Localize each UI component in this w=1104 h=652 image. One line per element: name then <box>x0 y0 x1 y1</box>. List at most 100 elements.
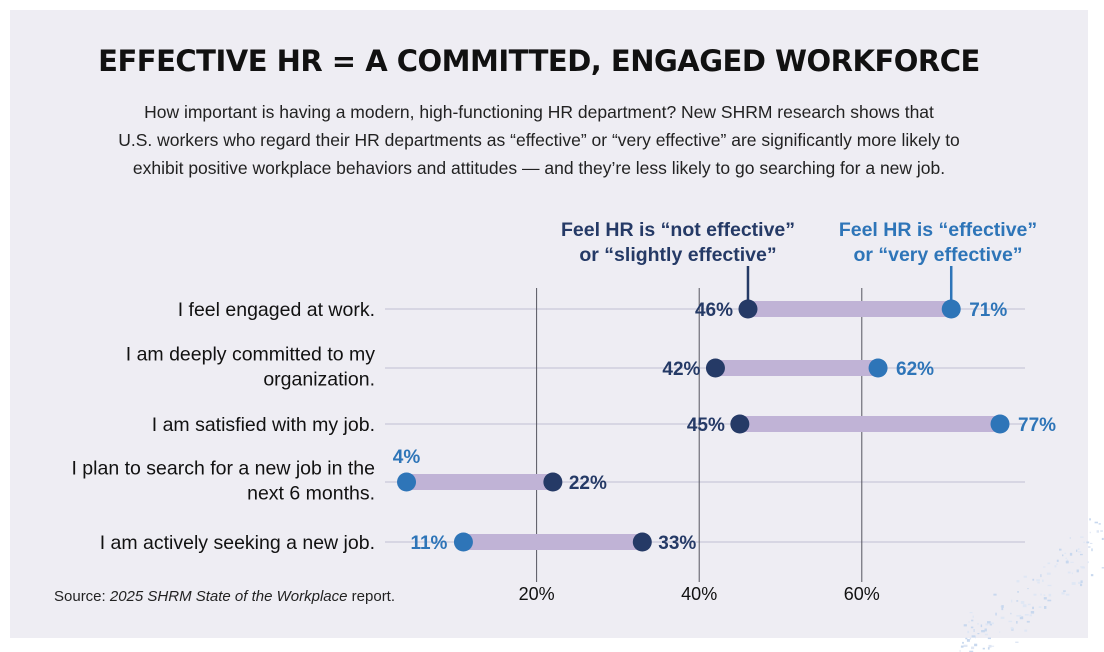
speckle <box>1094 521 1098 524</box>
subtitle-line-3: exhibit positive workplace behaviors and… <box>132 158 946 178</box>
speckle <box>987 621 991 624</box>
speckle <box>1042 579 1044 582</box>
speckle <box>982 647 985 650</box>
speckle <box>1000 616 1005 619</box>
data-label-not-effective: 33% <box>658 533 696 554</box>
data-label-not-effective: 42% <box>662 359 700 380</box>
speckle <box>1046 572 1051 575</box>
speckle <box>1015 641 1019 643</box>
speckle <box>980 624 983 628</box>
speckle <box>1026 620 1030 623</box>
speckle <box>990 645 995 647</box>
speckle <box>1022 604 1027 608</box>
speckle <box>1033 593 1037 596</box>
speckle <box>1044 606 1047 609</box>
speckle <box>1023 575 1027 578</box>
decorative-speckles <box>959 518 1104 652</box>
speckle <box>1001 605 1004 608</box>
source-prefix: Source: <box>54 588 110 605</box>
point-not-effective <box>632 532 652 552</box>
source-title: 2025 SHRM State of the Workplace <box>109 588 348 605</box>
data-label-effective: 11% <box>410 533 447 554</box>
speckle <box>1040 593 1042 596</box>
speckle <box>1010 627 1014 630</box>
speckle <box>1076 549 1078 552</box>
speckle <box>1000 605 1002 608</box>
data-label-effective: 62% <box>896 359 934 380</box>
speckle <box>960 645 964 648</box>
speckle <box>1078 581 1082 584</box>
speckle <box>1083 541 1085 543</box>
speckle <box>1070 561 1074 563</box>
speckle <box>1001 607 1004 611</box>
point-effective <box>868 358 888 378</box>
point-effective <box>397 472 417 492</box>
speckle <box>995 612 997 616</box>
speckle <box>1078 551 1082 553</box>
speckle <box>1011 599 1013 603</box>
subtitle: How important is having a modern, high-f… <box>40 98 1038 182</box>
point-not-effective <box>705 358 725 378</box>
speckle <box>1032 606 1034 610</box>
speckle <box>1065 557 1067 559</box>
speckle <box>1016 621 1018 624</box>
x-tick-label: 40% <box>681 584 717 604</box>
page-title: EFFECTIVE HR = A COMMITTED, ENGAGED WORK… <box>98 44 980 78</box>
speckle <box>1080 553 1083 556</box>
category-label: I plan to search for a new job in the <box>71 458 375 480</box>
category-label: I am actively seeking a new job. <box>100 532 375 554</box>
speckle <box>985 623 989 626</box>
speckle <box>1064 552 1067 554</box>
speckle <box>1043 566 1046 568</box>
speckle <box>1048 593 1052 597</box>
speckle <box>1062 554 1064 557</box>
speckle <box>959 649 961 652</box>
speckle <box>1047 584 1052 587</box>
speckle <box>970 626 974 629</box>
speckle <box>1080 536 1084 538</box>
speckle <box>1065 560 1069 564</box>
speckle <box>1077 548 1080 550</box>
speckle <box>1089 542 1093 544</box>
speckle <box>1047 562 1051 565</box>
category-label: I am satisfied with my job. <box>152 414 375 436</box>
speckle <box>1091 548 1093 552</box>
speckle <box>1087 561 1089 564</box>
speckle <box>1054 565 1057 568</box>
speckle <box>974 643 978 647</box>
speckle <box>988 644 992 648</box>
subtitle-line-2: U.S. workers who regard their HR departm… <box>118 130 960 150</box>
data-label-not-effective: 22% <box>569 473 607 494</box>
legend-effective-line: Feel HR is “effective” <box>839 219 1037 241</box>
speckle <box>975 635 976 639</box>
data-label-effective: 4% <box>393 447 421 468</box>
speckle <box>984 628 987 632</box>
speckle <box>1047 599 1052 602</box>
speckle <box>1071 572 1073 575</box>
speckle <box>1061 592 1065 595</box>
speckle <box>966 638 970 642</box>
speckle <box>981 630 985 633</box>
speckle <box>1080 566 1085 568</box>
speckle <box>1067 571 1071 574</box>
speckle <box>1056 563 1058 565</box>
speckle <box>972 615 974 618</box>
speckle <box>987 647 990 650</box>
x-tick-label: 60% <box>844 584 880 604</box>
speckle <box>969 612 973 614</box>
speckle <box>1040 574 1042 578</box>
point-effective <box>941 299 961 319</box>
speckle <box>1037 581 1040 584</box>
speckle <box>1016 580 1020 583</box>
speckle <box>1043 597 1047 600</box>
speckle <box>1038 606 1042 608</box>
speckle <box>1076 569 1079 573</box>
speckle <box>1019 614 1022 618</box>
speckle <box>963 644 968 647</box>
data-label-effective: 71% <box>969 300 1007 321</box>
speckle <box>1016 600 1019 602</box>
speckle <box>1100 530 1103 532</box>
speckle <box>1027 603 1031 606</box>
speckle <box>1016 615 1020 617</box>
